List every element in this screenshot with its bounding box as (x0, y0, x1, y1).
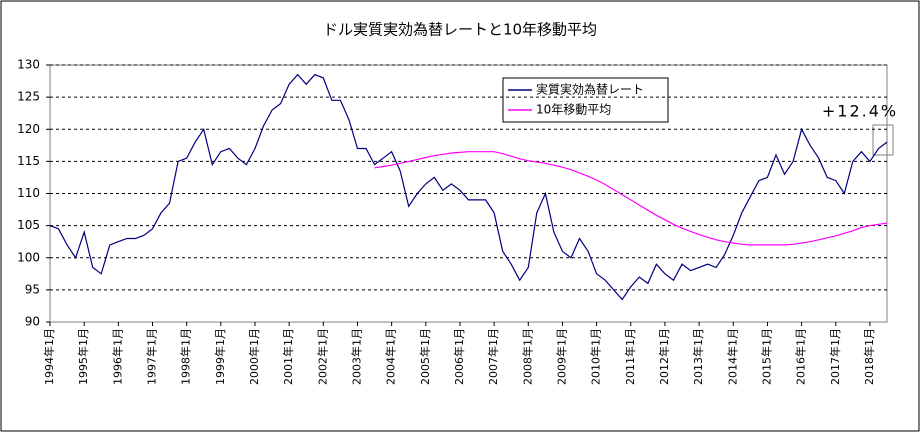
x-tick-label: 1996年1月 (110, 328, 124, 385)
x-tick-label: 2005年1月 (418, 328, 432, 385)
x-tick-label: 2012年1月 (657, 328, 671, 385)
x-tick-label: 2017年1月 (828, 328, 842, 385)
x-tick-label: 1998年1月 (179, 328, 193, 385)
y-tick-label: 125 (17, 90, 40, 104)
legend-label: 実質実効為替レート (536, 82, 644, 97)
x-tick-label: 2016年1月 (794, 328, 808, 385)
legend (502, 77, 669, 123)
y-tick-label: 95 (25, 282, 40, 296)
x-tick-label: 2010年1月 (589, 328, 603, 385)
series-line (49, 73, 888, 301)
x-tick-label: 2006年1月 (452, 328, 466, 385)
x-tick-label: 2008年1月 (520, 328, 534, 385)
x-tick-label: 2011年1月 (623, 328, 637, 385)
chart-title: ドル実質実効為替レートと10年移動平均 (323, 21, 597, 39)
y-tick-label: 130 (17, 58, 40, 72)
x-tick-label: 2014年1月 (725, 328, 739, 385)
x-tick-label: 2013年1月 (691, 328, 705, 385)
y-tick-label: 115 (17, 154, 40, 168)
legend-label: 10年移動平均 (536, 103, 611, 117)
annotation: +12.4% (822, 102, 898, 121)
x-tick-label: 2007年1月 (486, 328, 500, 385)
x-tick-label: 1994年1月 (42, 328, 56, 385)
x-tick-label: 1999年1月 (213, 328, 227, 385)
highlight-box (872, 124, 894, 156)
y-tick-label: 100 (17, 250, 40, 264)
x-tick-label: 2009年1月 (554, 328, 568, 385)
x-tick-label: 2004年1月 (384, 328, 398, 385)
y-tick-label: 90 (25, 315, 40, 329)
x-tick-label: 2000年1月 (247, 328, 261, 385)
x-tick-label: 2018年1月 (862, 328, 876, 385)
x-tick-label: 2003年1月 (349, 328, 363, 385)
y-tick-label: 120 (17, 122, 40, 136)
x-tick-label: 1995年1月 (76, 328, 90, 385)
x-tick-label: 1997年1月 (144, 328, 158, 385)
x-tick-label: 2001年1月 (281, 328, 295, 385)
y-tick-label: 105 (17, 218, 40, 232)
x-tick-label: 2002年1月 (315, 328, 329, 385)
series-line (374, 151, 888, 246)
y-tick-label: 110 (17, 186, 40, 200)
x-tick-label: 2015年1月 (759, 328, 773, 385)
